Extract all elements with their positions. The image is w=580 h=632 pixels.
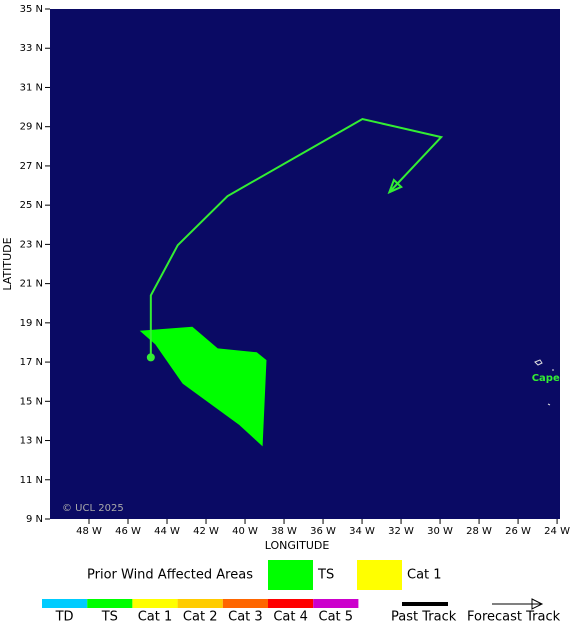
scale-swatch xyxy=(222,599,268,608)
legend-label: TS xyxy=(317,568,334,583)
x-tick-label: 28 W xyxy=(466,526,492,537)
scale-label: Cat 2 xyxy=(183,610,218,625)
x-tick-label: 38 W xyxy=(271,526,297,537)
scale-label: TD xyxy=(55,610,74,625)
scale-swatch xyxy=(177,599,223,608)
x-axis-label: LONGITUDE xyxy=(265,539,330,552)
track-arrowhead xyxy=(387,178,404,195)
y-tick-label: 31 N xyxy=(20,82,43,93)
forecast-track-label: Forecast Track xyxy=(467,610,561,625)
y-tick-label: 23 N xyxy=(20,239,43,250)
wind-area xyxy=(139,326,267,447)
y-tick-label: 11 N xyxy=(20,475,43,486)
x-tick-label: 40 W xyxy=(232,526,258,537)
y-tick-label: 35 N xyxy=(20,4,43,15)
y-tick-label: 15 N xyxy=(20,396,43,407)
forecast-track xyxy=(149,117,444,358)
ocean xyxy=(50,9,560,519)
y-axis-label: LATITUDE xyxy=(1,237,14,290)
track-start xyxy=(146,353,155,362)
scale-label: TS xyxy=(101,610,118,625)
y-tick-label: 9 N xyxy=(26,514,43,525)
legend-swatch xyxy=(357,560,402,590)
x-tick-label: 48 W xyxy=(76,526,102,537)
forecast-track-symbol xyxy=(492,598,544,610)
y-tick-label: 13 N xyxy=(20,436,43,447)
x-tick-label: 36 W xyxy=(310,526,336,537)
y-tick-label: 33 N xyxy=(20,43,43,54)
scale-swatch xyxy=(42,599,88,608)
x-tick-label: 32 W xyxy=(388,526,414,537)
y-tick-label: 17 N xyxy=(20,357,43,368)
x-tick-label: 24 W xyxy=(544,526,570,537)
x-tick-label: 34 W xyxy=(349,526,375,537)
legend-title: Prior Wind Affected Areas xyxy=(87,568,253,583)
scale-swatch xyxy=(132,599,178,608)
scale-label: Cat 3 xyxy=(228,610,263,625)
past-track-label: Past Track xyxy=(391,610,457,625)
copyright: © UCL 2025 xyxy=(62,503,124,514)
x-tick-label: 30 W xyxy=(427,526,453,537)
x-tick-label: 46 W xyxy=(115,526,141,537)
x-tick-label: 42 W xyxy=(193,526,219,537)
legend-swatch xyxy=(268,560,313,590)
y-tick-label: 27 N xyxy=(20,161,43,172)
y-tick-label: 21 N xyxy=(20,279,43,290)
scale-swatch xyxy=(313,599,359,608)
scale-swatch xyxy=(87,599,133,608)
scale-label: Cat 1 xyxy=(138,610,173,625)
scale-swatch xyxy=(268,599,314,608)
legend-label: Cat 1 xyxy=(407,568,442,583)
x-tick-label: 44 W xyxy=(154,526,180,537)
y-tick-label: 19 N xyxy=(20,318,43,329)
x-tick-label: 26 W xyxy=(505,526,531,537)
islands xyxy=(534,359,554,406)
scale-label: Cat 4 xyxy=(273,610,308,625)
y-tick-label: 29 N xyxy=(20,122,43,133)
scale-label: Cat 5 xyxy=(319,610,354,625)
y-tick-label: 25 N xyxy=(20,200,43,211)
place-label: Cape Verde xyxy=(532,373,580,384)
